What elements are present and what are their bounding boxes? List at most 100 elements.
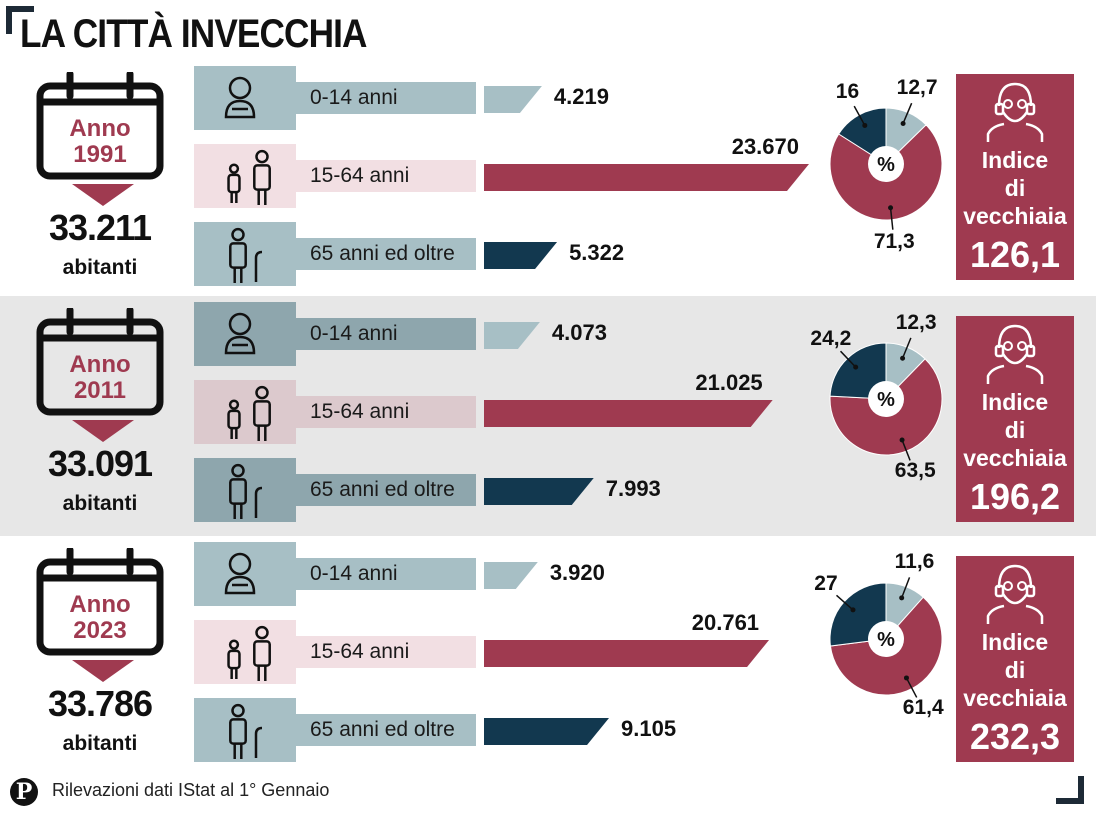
publisher-logo: P (10, 778, 38, 806)
value-label-adults: 21.025 (695, 370, 763, 395)
bar-adults (484, 400, 773, 427)
percent-symbol: % (877, 389, 895, 411)
icon-box-seniors (194, 222, 296, 286)
down-arrow-icon (72, 184, 134, 206)
senior-icon (229, 703, 263, 759)
calendar-icon (36, 306, 164, 416)
population-unit: abitanti (62, 732, 138, 755)
pie-leader-line (835, 594, 854, 611)
year-value: 2023 (73, 617, 127, 644)
child-icon (224, 312, 256, 355)
section-2011: Anno 2011 33.091 abitanti 0-14 anni 4.073 15-6… (0, 296, 1096, 536)
icon-box-children (194, 66, 296, 130)
year-word: Anno (69, 591, 131, 618)
pie-leader-dot (900, 120, 906, 126)
aging-index-title: Indice di vecchiaia (956, 628, 1074, 712)
pie-label-children: 11,6 (894, 550, 935, 574)
elderly-face-icon (986, 324, 1044, 384)
icon-box-adults (194, 380, 296, 444)
value-label-seniors: 5.322 (569, 240, 625, 265)
elderly-face-icon (986, 82, 1044, 142)
logo-letter: P (15, 779, 33, 805)
icon-box-seniors (194, 458, 296, 522)
aging-index-value: 232,3 (969, 716, 1061, 757)
bar-seniors (484, 478, 594, 505)
page-title: LA CITTÀ INVECCHIA (20, 12, 367, 56)
icon-box-adults (194, 620, 296, 684)
child-icon (224, 552, 256, 595)
value-label-adults: 20.761 (691, 610, 760, 635)
pie-center (868, 381, 904, 417)
pie-center (868, 146, 904, 182)
year-word: Anno (69, 351, 131, 378)
elderly-face-icon (986, 564, 1044, 624)
bar-seniors (484, 718, 609, 745)
bar-children (484, 562, 538, 589)
year-calendar: Anno 2011 (34, 306, 166, 416)
aging-index-title-line: Indice (981, 147, 1049, 173)
aging-index-title-line: di (1004, 175, 1026, 201)
age-group-label: 65 anni ed oltre (296, 238, 476, 270)
pie-leader-dot (903, 675, 909, 681)
adults-icon (227, 149, 271, 205)
pie-leader-line (889, 207, 894, 230)
age-group-label: 0-14 anni (296, 318, 476, 350)
pie-leader-line (905, 677, 918, 698)
pie-label-children: 12,3 (895, 310, 937, 334)
population-unit: abitanti (62, 492, 138, 515)
icon-box-children (194, 542, 296, 606)
senior-icon (229, 227, 263, 283)
aging-index-box: Indice di vecchiaia 126,1 (956, 74, 1074, 280)
percent-symbol: % (877, 154, 895, 176)
calendar-icon (36, 70, 164, 180)
pie-label-seniors: 16 (835, 79, 860, 103)
value-label-seniors: 9.105 (621, 716, 677, 741)
population-total: 33.211 (48, 207, 152, 248)
percent-symbol: % (877, 629, 895, 651)
aging-index-title: Indice di vecchiaia (956, 146, 1074, 230)
corner-mark-top-left (6, 6, 34, 34)
aging-index-value: 196,2 (969, 476, 1061, 517)
pie-leader-line (853, 105, 866, 126)
pie-leader-line (901, 439, 911, 461)
aging-index-box: Indice di vecchiaia 232,3 (956, 556, 1074, 762)
pie-leader-dot (850, 607, 856, 613)
icon-box-adults (194, 144, 296, 208)
pie-leader-dot (900, 355, 906, 361)
pie-leader-line (900, 577, 911, 599)
aging-index-title-line: vecchiaia (963, 203, 1067, 229)
pie-leader-line (839, 350, 857, 368)
aging-index-title-line: di (1004, 657, 1026, 683)
senior-icon (229, 463, 263, 519)
adults-icon (227, 625, 271, 681)
pie-leader-dot (899, 595, 905, 601)
value-label-children: 4.219 (553, 84, 609, 109)
section-2023: Anno 2023 33.786 abitanti 0-14 anni 3.920 15-6… (0, 536, 1096, 768)
pie-leader-dot (853, 364, 859, 370)
aging-index-value: 126,1 (969, 234, 1061, 275)
pie-label-seniors: 27 (814, 572, 838, 596)
age-group-label: 15-64 anni (296, 636, 476, 668)
icon-box-children (194, 302, 296, 366)
down-arrow-icon (72, 660, 134, 682)
pie-label-seniors: 24,2 (810, 327, 852, 351)
value-label-adults: 23.670 (731, 134, 799, 159)
pie-label-adults: 71,3 (873, 229, 915, 253)
child-icon (224, 76, 256, 119)
year-word: Anno (69, 115, 131, 142)
value-label-children: 3.920 (549, 560, 605, 585)
icon-box-seniors (194, 698, 296, 762)
pie-leader-line (902, 102, 913, 124)
pie-leader-dot (888, 205, 894, 211)
age-share-pie: % (829, 577, 943, 698)
pie-center (868, 621, 904, 657)
pie-label-adults: 63,5 (894, 459, 936, 483)
population-total: 33.091 (47, 443, 153, 484)
age-group-label: 65 anni ed oltre (296, 714, 476, 746)
bar-adults (484, 640, 769, 667)
age-group-label: 15-64 anni (296, 160, 476, 192)
year-calendar: Anno 2023 (34, 546, 166, 656)
bar-adults (484, 164, 809, 191)
aging-index-title: Indice di vecchiaia (956, 388, 1074, 472)
year-value: 1991 (73, 141, 127, 168)
